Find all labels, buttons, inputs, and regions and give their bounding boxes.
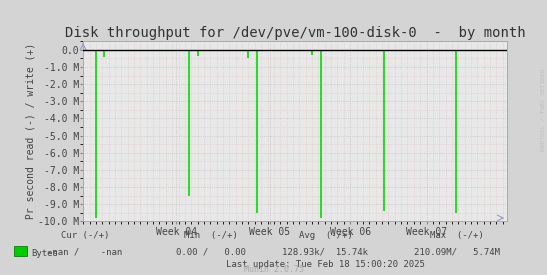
Text: Bytes: Bytes — [32, 249, 59, 257]
Text: Cur (-/+): Cur (-/+) — [61, 231, 109, 240]
Text: Max  (-/+): Max (-/+) — [430, 231, 484, 240]
Text: Avg  (-/+): Avg (-/+) — [299, 231, 352, 240]
Text: 0.00 /   0.00: 0.00 / 0.00 — [176, 248, 246, 256]
Title: Disk throughput for /dev/pve/vm-100-disk-0  -  by month: Disk throughput for /dev/pve/vm-100-disk… — [65, 26, 526, 40]
Text: Min  (-/+): Min (-/+) — [184, 231, 237, 240]
Text: RRDTOOL / TOBI OETIKER: RRDTOOL / TOBI OETIKER — [541, 69, 546, 151]
Text: Munin 2.0.75: Munin 2.0.75 — [243, 265, 304, 274]
Text: 210.09M/   5.74M: 210.09M/ 5.74M — [414, 248, 500, 256]
Text: 128.93k/  15.74k: 128.93k/ 15.74k — [282, 248, 369, 256]
Text: Last update: Tue Feb 18 15:00:20 2025: Last update: Tue Feb 18 15:00:20 2025 — [226, 260, 425, 269]
Y-axis label: Pr second read (-) / write (+): Pr second read (-) / write (+) — [25, 43, 35, 219]
Text: -nan /    -nan: -nan / -nan — [47, 248, 123, 256]
